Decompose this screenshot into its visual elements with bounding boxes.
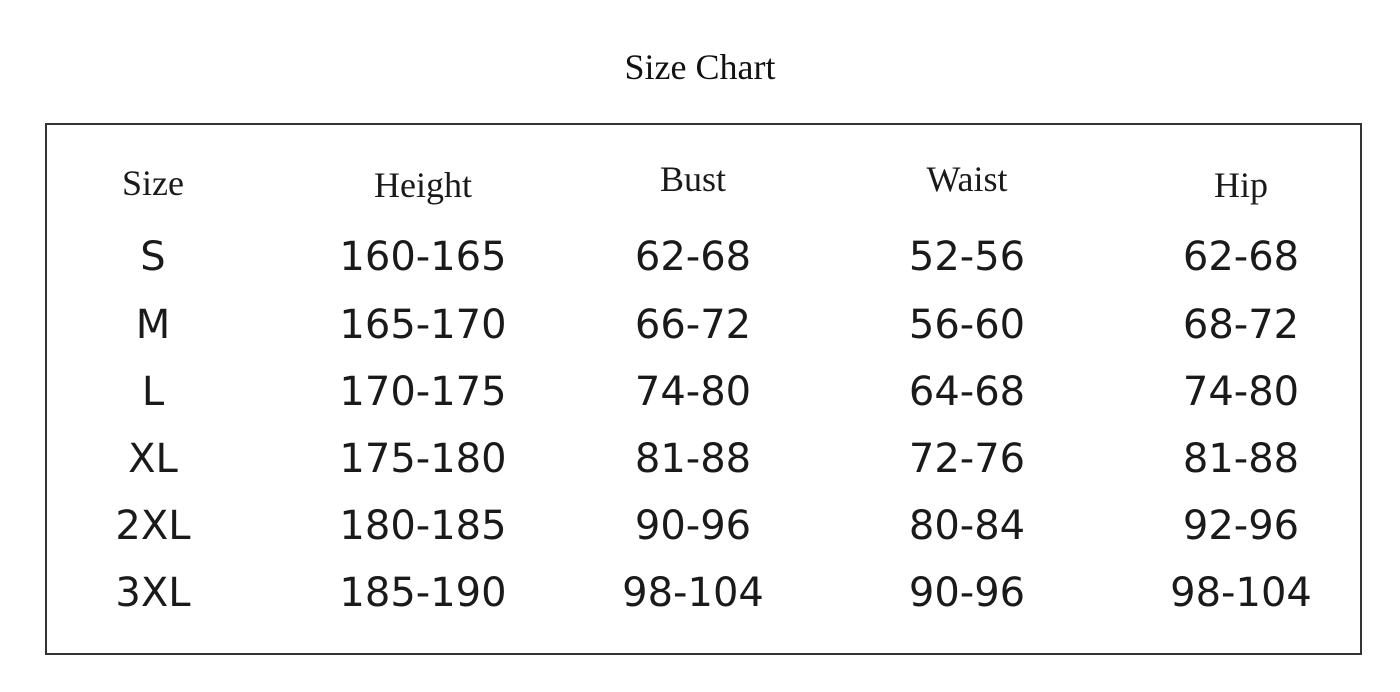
table-cell: 90-96 bbox=[634, 503, 752, 549]
table-cell: 52-56 bbox=[908, 234, 1026, 280]
table-cell: 175-180 bbox=[339, 436, 507, 482]
table-cell: 66-72 bbox=[634, 302, 752, 348]
table-cell: 3XL bbox=[115, 570, 191, 616]
column-header: Size bbox=[122, 163, 184, 203]
table-cell: 2XL bbox=[115, 503, 191, 549]
table-cell: 74-80 bbox=[1182, 369, 1300, 415]
table-cell: 68-72 bbox=[1182, 302, 1300, 348]
table-cell: M bbox=[135, 302, 171, 348]
table-cell: 98-104 bbox=[622, 570, 764, 616]
column-header: Hip bbox=[1214, 165, 1268, 205]
table-cell: 180-185 bbox=[339, 503, 507, 549]
table-cell: 62-68 bbox=[634, 234, 752, 280]
table-cell: 74-80 bbox=[634, 369, 752, 415]
table-cell: 81-88 bbox=[1182, 436, 1300, 482]
title: Size Chart bbox=[624, 47, 776, 87]
table-cell: 98-104 bbox=[1170, 570, 1312, 616]
table-cell: 185-190 bbox=[339, 570, 507, 616]
table-cell: 56-60 bbox=[908, 302, 1026, 348]
table-cell: 81-88 bbox=[634, 436, 752, 482]
column-header: Waist bbox=[926, 159, 1008, 199]
table-cell: 160-165 bbox=[339, 234, 507, 280]
table-cell: 62-68 bbox=[1182, 234, 1300, 280]
table-cell: L bbox=[141, 369, 165, 415]
column-header: Bust bbox=[659, 159, 727, 199]
table-cell: 170-175 bbox=[339, 369, 507, 415]
table-cell: 90-96 bbox=[908, 570, 1026, 616]
table-cell: XL bbox=[128, 436, 178, 482]
column-header: Height bbox=[374, 165, 472, 205]
table-cell: 165-170 bbox=[339, 302, 507, 348]
table-cell: 72-76 bbox=[908, 436, 1026, 482]
table-cell: 92-96 bbox=[1182, 503, 1300, 549]
table-cell: S bbox=[140, 234, 166, 280]
table bbox=[45, 123, 1362, 655]
table-cell: 80-84 bbox=[908, 503, 1026, 549]
table-cell: 64-68 bbox=[908, 369, 1026, 415]
